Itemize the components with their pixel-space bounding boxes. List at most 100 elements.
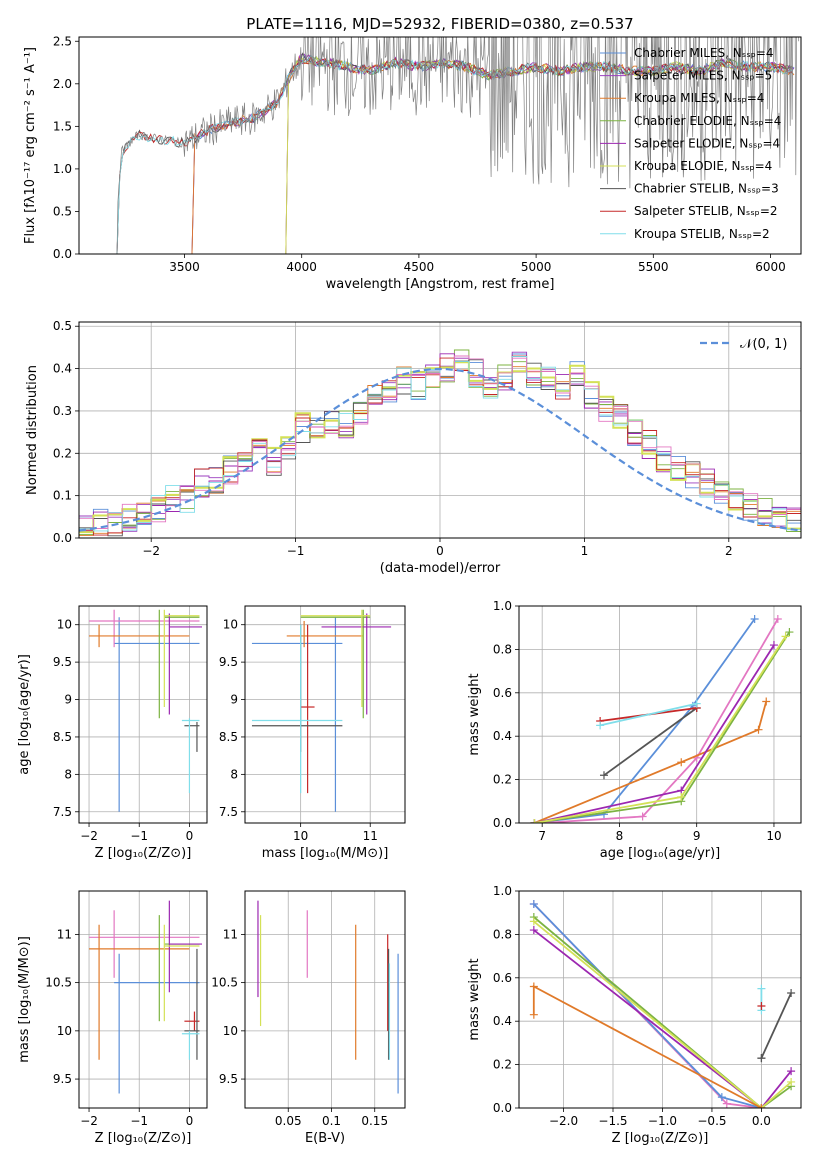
legend-spectrum: Chabrier MILES, Nₛₛₚ=4 Salpeter MILES, Nₛ… xyxy=(600,46,781,241)
y-tick-label: 9.5 xyxy=(53,1072,72,1086)
y-tick-label: 8.5 xyxy=(219,730,238,744)
y-axis-label: mass weight xyxy=(467,673,482,755)
axes-frame xyxy=(78,36,802,255)
marker-chabrier_miles xyxy=(599,810,608,819)
y-tick-label: 0.0 xyxy=(493,1101,512,1115)
x-axis-label: (data-model)/error xyxy=(380,561,501,576)
weight-line-kroupa_elodie xyxy=(533,920,792,1108)
marker-salpeter_stelib xyxy=(757,1002,766,1011)
y-tick-label: 0.2 xyxy=(53,446,72,460)
weight-line-chabrier_elodie xyxy=(533,916,792,1108)
x-tick-label: 5500 xyxy=(638,260,669,274)
y-tick-label: 9 xyxy=(64,693,72,707)
y-tick-label: 0.8 xyxy=(493,642,512,656)
y-tick-label: 10 xyxy=(57,618,72,632)
y-tick-label: 0.6 xyxy=(493,971,512,985)
marker-chabrier_miles xyxy=(529,900,538,909)
x-tick-label: 11 xyxy=(363,829,378,843)
plot-area xyxy=(529,900,796,1108)
x-tick-label: 4000 xyxy=(286,260,317,274)
y-tick-label: 0.4 xyxy=(493,1014,512,1028)
marker-salpeter_elodie xyxy=(769,641,778,650)
y-tick-label: 1.0 xyxy=(493,884,512,898)
legend-label: Kroupa ELODIE, Nₛₛₚ=4 xyxy=(634,159,772,173)
x-tick-label: −1 xyxy=(130,1114,148,1128)
x-tick-label: −2 xyxy=(80,829,98,843)
x-axis-label: Z [log₁₀(Z/Z⊙)] xyxy=(95,1131,192,1146)
x-axis-label: wavelength [Angstrom, rest frame] xyxy=(326,277,555,292)
y-tick-label: 8.5 xyxy=(53,730,72,744)
y-tick-label: 0.6 xyxy=(493,686,512,700)
plot-layer: 3500 4000 4500 5000 5500 6000 0.0 0.5 1.0 1.5 2.0 2… xyxy=(17,34,802,1146)
axes-age_vs_mass: 10 11 7.5 8 8.5 9 9.5 10 mass [log₁₀(M/M⊙)] xyxy=(219,605,406,861)
axes-frame xyxy=(78,605,208,824)
marker-kroupa_stelib xyxy=(692,699,701,708)
y-tick-label: 0.5 xyxy=(53,204,72,218)
x-tick-label: 10 xyxy=(766,829,781,843)
marker-pink xyxy=(638,812,647,821)
marker-pink xyxy=(722,1099,731,1108)
x-axis-label: Z [log₁₀(Z/Z⊙)] xyxy=(95,846,192,861)
y-tick-label: 10 xyxy=(223,1024,238,1038)
marker-chabrier_stelib xyxy=(787,988,796,997)
x-tick-label: 5000 xyxy=(521,260,552,274)
legend-label: 𝒩(0, 1) xyxy=(740,337,787,352)
weight-line-kroupa_stelib xyxy=(599,702,697,727)
axes-mass_vs_ebv: 0.05 0.1 0.15 9.5 10 10.5 11 E(B-V) xyxy=(211,890,406,1146)
x-tick-label: 0.15 xyxy=(361,1114,388,1128)
y-tick-label: 0.0 xyxy=(53,531,72,545)
weight-line-chabrier_stelib xyxy=(760,992,792,1059)
marker-kroupa_miles xyxy=(677,758,686,767)
gaussian-curve xyxy=(79,367,801,532)
y-tick-label: 9.5 xyxy=(219,655,238,669)
marker-chabrier_miles xyxy=(750,615,759,624)
x-tick-label: 0.0 xyxy=(752,1114,771,1128)
marker-kroupa_elodie xyxy=(530,819,539,823)
legend-label: Kroupa MILES, Nₛₛₚ=4 xyxy=(634,91,764,105)
y-tick-label: 0.1 xyxy=(53,489,72,503)
legend-label: Chabrier STELIB, Nₛₛₚ=3 xyxy=(634,182,779,196)
axes-frame xyxy=(244,890,406,1109)
y-tick-label: 9 xyxy=(230,693,238,707)
x-tick-label: −0.5 xyxy=(697,1114,726,1128)
weight-line-chabrier_stelib xyxy=(603,707,698,777)
marker-kroupa_miles xyxy=(757,1104,766,1108)
x-tick-label: 4500 xyxy=(404,260,435,274)
x-axis-label: E(B-V) xyxy=(305,1131,345,1146)
y-tick-label: 10.5 xyxy=(211,976,238,990)
y-axis-label: Normed distribution xyxy=(25,365,40,495)
axes-weight_vs_age: 7 8 9 10 0.0 0.2 0.4 0.6 0.8 1.0 age [log₁₀(age/yr… xyxy=(467,599,802,861)
legend-label: Chabrier ELODIE, Nₛₛₚ=4 xyxy=(634,114,781,128)
y-tick-label: 2.0 xyxy=(53,77,72,91)
marker-kroupa_stelib xyxy=(757,984,766,993)
x-axis-label: mass [log₁₀(M/M⊙)] xyxy=(262,846,389,861)
plot-area xyxy=(114,37,800,254)
marker-chabrier_elodie xyxy=(785,628,794,637)
marker-kroupa_elodie xyxy=(529,917,538,926)
marker-kroupa_miles xyxy=(762,697,771,706)
plot-area xyxy=(251,609,392,812)
weight-line-salpeter_elodie xyxy=(533,929,792,1108)
x-tick-label: 10 xyxy=(293,829,308,843)
plot-area xyxy=(89,609,202,812)
marker-chabrier_stelib xyxy=(757,1054,766,1063)
y-tick-label: 7.5 xyxy=(219,805,238,819)
x-tick-label: −1.0 xyxy=(648,1114,677,1128)
y-tick-label: 0.4 xyxy=(493,729,512,743)
marker-chabrier_miles xyxy=(717,1093,726,1102)
x-tick-label: 0 xyxy=(186,1114,194,1128)
weight-line-kroupa_miles xyxy=(534,701,768,823)
x-tick-label: −2.0 xyxy=(549,1114,578,1128)
y-tick-label: 9.5 xyxy=(53,655,72,669)
x-tick-label: 8 xyxy=(616,829,624,843)
marker-kroupa_stelib xyxy=(596,721,605,730)
model-line-salpeter_stelib xyxy=(114,55,793,254)
x-axis-label: Z [log₁₀(Z/Z⊙)] xyxy=(612,1131,709,1146)
x-tick-label: 3500 xyxy=(169,260,200,274)
weight-line-salpeter_elodie xyxy=(534,644,775,823)
axes-frame xyxy=(518,605,802,824)
y-tick-label: 11 xyxy=(57,927,72,941)
y-axis-label: mass weight xyxy=(467,958,482,1040)
legend-label: Salpeter ELODIE, Nₛₛₚ=4 xyxy=(634,136,780,150)
y-tick-label: 0.0 xyxy=(493,816,512,830)
